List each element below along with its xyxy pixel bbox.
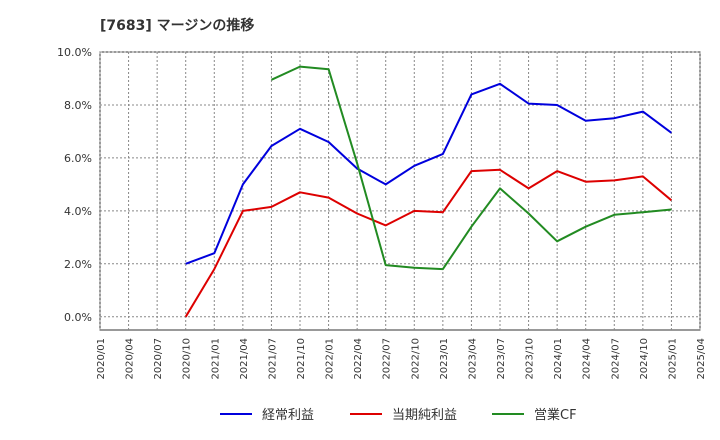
grid — [99, 51, 701, 330]
x-tick-label: 2021/07 — [267, 338, 278, 380]
x-tick-label: 2023/07 — [496, 338, 507, 380]
x-tick-label: 2020/07 — [153, 338, 164, 380]
x-tick-label: 2021/01 — [210, 338, 221, 380]
x-tick-label: 2024/01 — [553, 338, 564, 380]
plot-frame — [99, 51, 701, 331]
x-tick-label: 2021/10 — [296, 338, 307, 380]
series-lines — [184, 65, 673, 318]
y-tick-label: 0.0% — [64, 311, 92, 324]
legend: 経常利益 当期純利益 営業CF — [220, 407, 577, 423]
x-tick-label: 2020/10 — [182, 338, 193, 380]
x-tick-label: 2020/01 — [96, 338, 107, 380]
x-tick-label: 2021/04 — [239, 338, 250, 380]
x-tick-label: 2022/01 — [325, 338, 336, 380]
chart-title: [7683] マージンの推移 — [100, 17, 254, 34]
legend-label: 営業CF — [534, 407, 577, 423]
x-tick-label: 2023/10 — [525, 338, 536, 380]
x-tick-label: 2024/07 — [610, 338, 621, 380]
y-axis-tick-labels: 0.0% 2.0% 4.0% 6.0% 8.0% 10.0% — [57, 46, 92, 324]
x-tick-label: 2023/01 — [439, 338, 450, 380]
series-line — [184, 168, 673, 318]
y-tick-label: 6.0% — [64, 152, 92, 165]
legend-label: 経常利益 — [262, 408, 314, 423]
x-tick-label: 2022/10 — [410, 338, 421, 380]
x-tick-label: 2022/04 — [353, 338, 364, 380]
legend-label: 当期純利益 — [392, 408, 457, 423]
y-tick-label: 2.0% — [64, 258, 92, 271]
x-tick-label: 2023/04 — [467, 338, 478, 380]
series-line — [270, 65, 672, 271]
y-tick-label: 8.0% — [64, 99, 92, 112]
series-line — [185, 82, 672, 265]
x-tick-label: 2025/01 — [667, 338, 678, 380]
y-tick-label: 4.0% — [64, 205, 92, 218]
x-tick-label: 2025/04 — [696, 338, 707, 380]
x-axis-tick-labels: 2020/01 2020/04 2020/07 2020/10 2021/01 2021/… — [96, 338, 707, 380]
x-tick-label: 2022/07 — [382, 338, 393, 380]
x-tick-label: 2024/10 — [639, 338, 650, 380]
plot-area — [99, 51, 701, 331]
x-tick-label: 2020/04 — [125, 338, 136, 380]
x-tick-label: 2024/04 — [582, 338, 593, 380]
y-tick-label: 10.0% — [57, 46, 92, 59]
